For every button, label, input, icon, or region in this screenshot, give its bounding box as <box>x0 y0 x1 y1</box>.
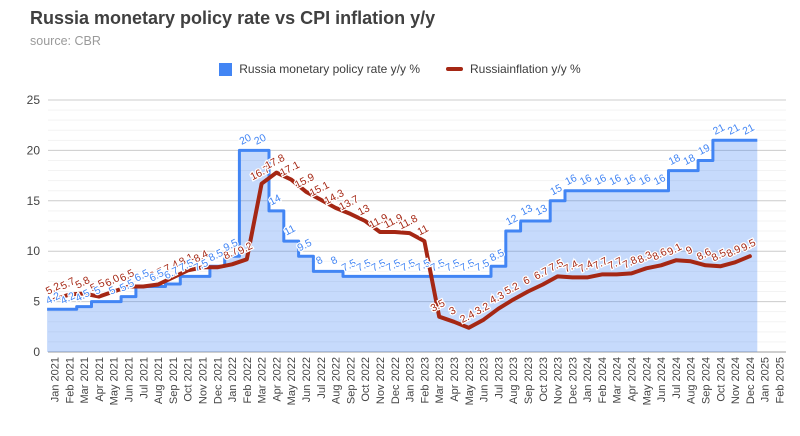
data-label: 8.5 <box>207 247 226 264</box>
chart-source: source: CBR <box>30 34 101 48</box>
x-tick-label: May 2023 <box>464 357 476 405</box>
data-label: 13 <box>519 202 535 218</box>
x-tick-label: Apr 2024 <box>627 357 639 402</box>
x-tick-label: Jun 2022 <box>301 357 313 402</box>
chart-title: Russia monetary policy rate vs CPI infla… <box>30 8 436 28</box>
data-label: 21 <box>741 122 757 138</box>
x-tick-label: Nov 2024 <box>730 357 742 404</box>
x-axis-labels: Jan 2021 Feb 2021 Mar 2021 Apr 2021 May 2021… <box>50 357 787 405</box>
data-label: 20 <box>238 132 254 148</box>
x-tick-label: Jan 2021 <box>50 357 62 402</box>
legend-square-swatch-icon <box>219 62 233 76</box>
data-label: 19 <box>696 142 712 158</box>
x-tick-label: Feb 2024 <box>597 357 609 403</box>
x-tick-label: Mar 2022 <box>257 357 269 403</box>
x-tick-label: Aug 2023 <box>508 357 520 404</box>
y-tick-label: 25 <box>27 93 41 107</box>
data-label: 18 <box>667 152 683 168</box>
x-tick-label: Aug 2021 <box>153 357 165 404</box>
data-label: 16 <box>593 172 609 188</box>
y-tick-label: 10 <box>27 244 41 258</box>
inflation-line <box>52 170 752 330</box>
data-label: 16 <box>652 172 668 188</box>
x-tick-label: Dec 2022 <box>390 357 402 404</box>
x-tick-label: Jan 2022 <box>227 357 239 402</box>
x-tick-label: Feb 2021 <box>64 357 76 403</box>
x-tick-label: Feb 2023 <box>419 357 431 403</box>
x-tick-label: Jan 2025 <box>760 357 772 402</box>
x-tick-label: Jul 2021 <box>138 357 150 399</box>
policy-rate-step-line <box>47 138 758 311</box>
x-tick-label: Apr 2022 <box>271 357 283 402</box>
y-tick-label: 0 <box>33 345 40 359</box>
x-tick-label: Sep 2023 <box>523 357 535 404</box>
x-tick-label: Apr 2021 <box>94 357 106 402</box>
x-tick-label: Jan 2023 <box>405 357 417 402</box>
gridlines <box>48 99 786 353</box>
y-tick-label: 5 <box>33 295 40 309</box>
x-tick-label: May 2024 <box>641 357 653 405</box>
x-tick-label: Mar 2023 <box>434 357 446 403</box>
x-tick-label: Aug 2024 <box>686 357 698 404</box>
data-label: 8 <box>314 254 325 267</box>
data-label: 7.5 <box>384 257 403 274</box>
x-tick-label: Sep 2024 <box>701 357 713 404</box>
x-tick-label: Sep 2021 <box>168 357 180 404</box>
data-label: 15 <box>548 182 564 198</box>
data-label: 18 <box>681 152 697 168</box>
data-label: 21 <box>711 122 727 138</box>
data-label: 16 <box>607 172 623 188</box>
x-tick-label: Dec 2024 <box>745 357 757 404</box>
x-tick-label: Nov 2022 <box>375 357 387 404</box>
legend-item-inflation: Russiainflation y/y % <box>446 62 581 76</box>
x-tick-label: May 2022 <box>286 357 298 405</box>
legend-line-swatch-icon <box>446 67 463 71</box>
x-tick-label: Nov 2023 <box>553 357 565 404</box>
data-label: 8 <box>329 254 340 267</box>
policy-rate-series <box>47 138 758 352</box>
x-tick-label: Nov 2021 <box>197 357 209 404</box>
legend-item-policy-rate: Russia monetary policy rate y/y % <box>219 62 420 76</box>
x-tick-label: Jun 2023 <box>479 357 491 402</box>
data-label: 20 <box>252 132 268 148</box>
data-label: 16 <box>622 172 638 188</box>
x-tick-label: Oct 2023 <box>538 357 550 402</box>
x-tick-label: Mar 2021 <box>79 357 91 403</box>
x-tick-label: Jan 2024 <box>582 357 594 402</box>
x-tick-label: Jun 2024 <box>656 357 668 402</box>
y-tick-label: 20 <box>27 143 41 157</box>
y-tick-label: 15 <box>27 194 41 208</box>
x-tick-label: Feb 2022 <box>242 357 254 403</box>
x-tick-label: Mar 2024 <box>612 357 624 403</box>
x-tick-label: Oct 2021 <box>183 357 195 402</box>
x-tick-label: Sep 2022 <box>345 357 357 404</box>
x-tick-label: Dec 2021 <box>212 357 224 404</box>
x-tick-label: Oct 2022 <box>360 357 372 402</box>
data-label: 12 <box>504 212 520 228</box>
legend-label-inflation: Russiainflation y/y % <box>470 62 581 76</box>
x-tick-label: Oct 2024 <box>715 357 727 402</box>
x-tick-label: Apr 2023 <box>449 357 461 402</box>
x-tick-label: Jul 2023 <box>493 357 505 399</box>
x-tick-label: Aug 2022 <box>331 357 343 404</box>
data-label: 21 <box>726 122 742 138</box>
chart-area: 0 5 10 15 20 25 Jan 2021 Feb 2021 Mar 2021 Apr 20… <box>0 90 800 436</box>
data-label: 16 <box>637 172 653 188</box>
data-label: 16 <box>563 172 579 188</box>
x-tick-label: Feb 2025 <box>775 357 787 403</box>
x-tick-label: Jul 2024 <box>671 357 683 399</box>
legend-label-policy-rate: Russia monetary policy rate y/y % <box>239 62 420 76</box>
x-tick-label: Dec 2023 <box>567 357 579 404</box>
x-tick-label: Jun 2021 <box>123 357 135 402</box>
data-label: 16 <box>578 172 594 188</box>
x-tick-label: May 2021 <box>109 357 121 405</box>
y-axis-labels: 0 5 10 15 20 25 <box>27 93 41 359</box>
x-tick-label: Jul 2022 <box>316 357 328 399</box>
legend: Russia monetary policy rate y/y % Russia… <box>0 62 800 76</box>
inflation-series <box>52 170 752 330</box>
data-label: 13 <box>534 202 550 218</box>
